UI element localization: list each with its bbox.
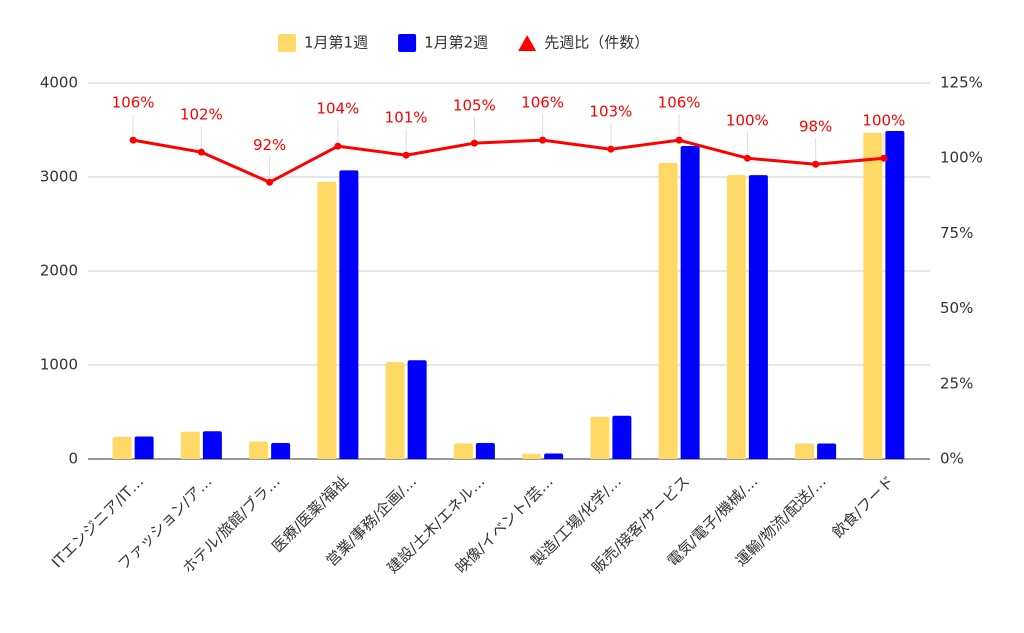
line-point	[129, 136, 137, 144]
legend-swatch	[518, 35, 537, 51]
bar	[453, 443, 473, 459]
bar	[249, 441, 269, 459]
y-tick-label: 2000	[40, 262, 78, 280]
data-label: 98%	[799, 118, 832, 136]
bar	[271, 443, 291, 459]
bar	[385, 362, 405, 459]
data-label: 105%	[453, 97, 496, 115]
x-tick-label: 飲食/フード	[829, 472, 898, 541]
bar	[522, 453, 542, 459]
bar	[407, 360, 427, 459]
data-label: 100%	[726, 112, 769, 130]
bar	[658, 162, 678, 459]
bar	[180, 431, 200, 459]
y-tick-label: 3000	[40, 168, 78, 186]
data-label: 100%	[862, 112, 905, 130]
y2-tick-label: 100%	[940, 149, 983, 167]
y2-tick-label: 125%	[940, 74, 983, 92]
line-point	[880, 154, 888, 162]
data-label: 106%	[112, 94, 155, 112]
data-label: 101%	[385, 109, 428, 127]
bar	[863, 132, 883, 459]
bar	[885, 130, 905, 459]
y-tick-label: 4000	[40, 74, 78, 92]
data-label: 106%	[658, 94, 701, 112]
bar	[317, 181, 337, 459]
y-tick-label: 0	[68, 450, 78, 468]
bar	[202, 431, 222, 459]
bar	[726, 175, 746, 459]
data-label: 106%	[521, 94, 564, 112]
y-tick-label: 1000	[40, 356, 78, 374]
data-label: 103%	[589, 103, 632, 121]
data-label: 104%	[316, 100, 359, 118]
line-point	[812, 160, 820, 168]
bar	[134, 436, 154, 459]
bar	[112, 436, 132, 459]
y2-tick-label: 50%	[940, 299, 973, 317]
legend-swatch	[278, 34, 296, 52]
line-point	[402, 151, 410, 159]
line-point	[266, 178, 274, 186]
bar	[817, 443, 837, 459]
bar	[795, 443, 815, 459]
bar	[590, 416, 610, 459]
line-point	[197, 148, 205, 156]
bar	[748, 175, 768, 459]
bar	[680, 145, 700, 460]
line	[132, 138, 885, 184]
legend-label: 先週比（件数）	[544, 34, 649, 52]
legend-label: 1月第1週	[304, 34, 368, 52]
line-point	[470, 139, 478, 147]
bar	[612, 415, 632, 459]
y2-tick-label: 25%	[940, 374, 973, 392]
y2-tick-label: 0%	[940, 450, 964, 468]
legend-swatch	[398, 34, 417, 52]
line-point	[334, 142, 342, 150]
line-point	[743, 154, 751, 162]
line-point	[675, 136, 683, 144]
bar	[544, 453, 564, 459]
line-point	[607, 145, 615, 153]
y2-tick-label: 75%	[940, 224, 973, 242]
legend-label: 1月第2週	[424, 34, 488, 52]
bar	[475, 443, 495, 459]
line-point	[539, 136, 547, 144]
data-label: 92%	[253, 136, 286, 154]
bar	[339, 170, 359, 460]
data-label: 102%	[180, 106, 223, 124]
